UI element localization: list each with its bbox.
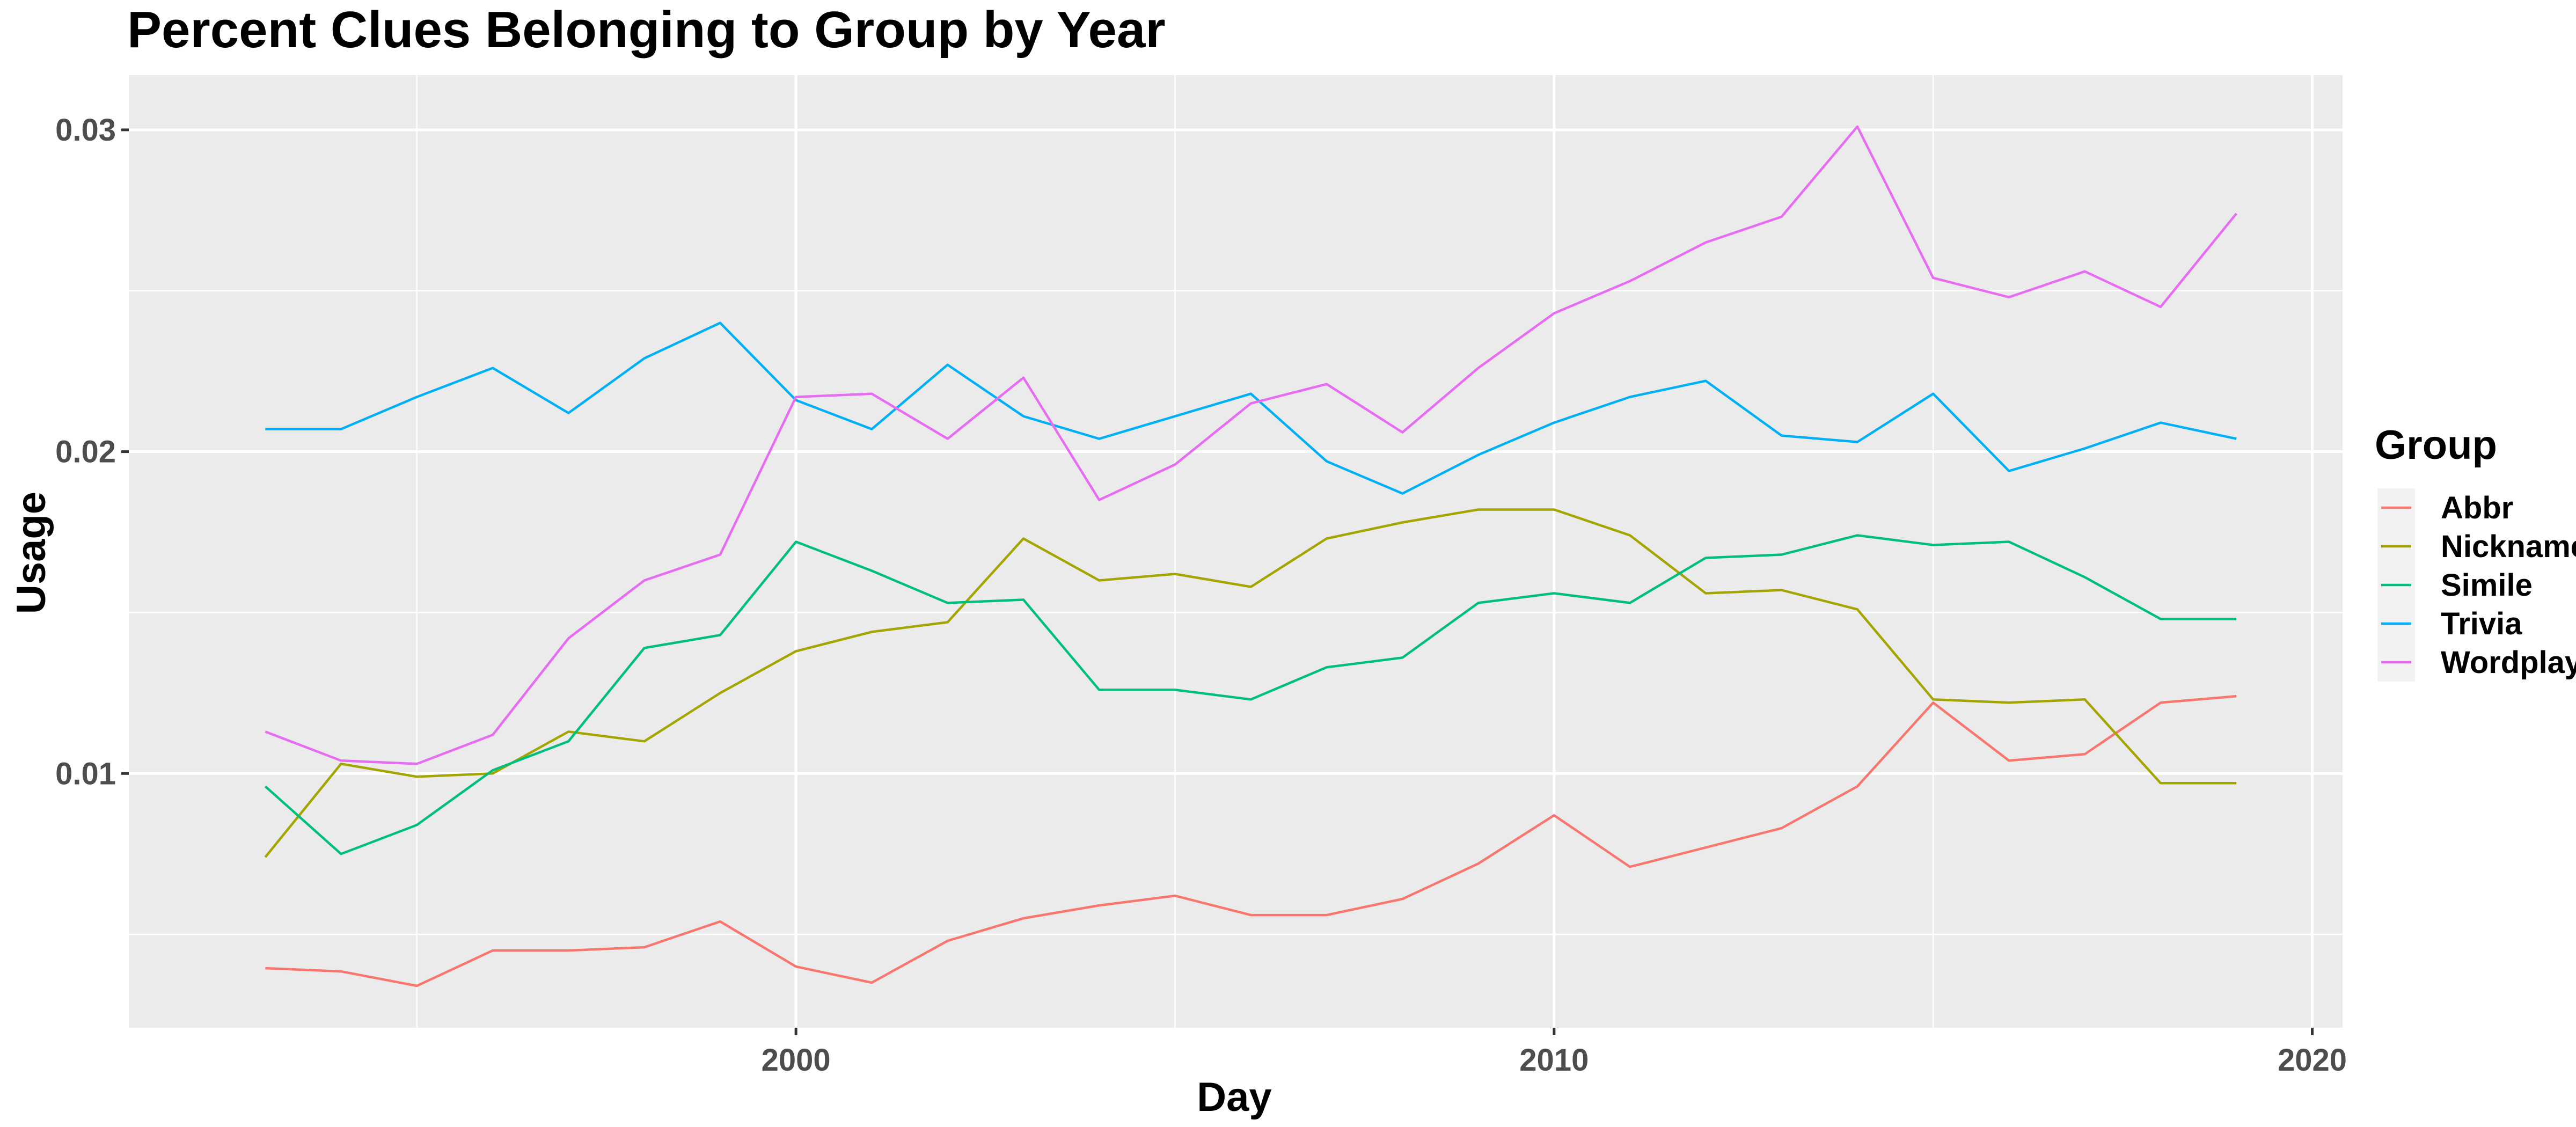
series-line-simile [264, 534, 2237, 855]
series-line-trivia [265, 321, 2237, 495]
x-axis-ticks: 2000 2010 2020 [762, 1028, 2347, 1078]
series-line-abbr [265, 695, 2237, 987]
series-line-wordplay [265, 125, 2237, 765]
chart-title: Percent Clues Belonging to Group by Year [127, 1, 1166, 58]
legend-label: Abbr [2441, 491, 2513, 525]
y-axis-title: Usage [9, 492, 54, 614]
y-tick-label: 0.03 [55, 113, 116, 148]
legend-label: Wordplay [2441, 645, 2576, 680]
y-tick-label: 0.02 [55, 435, 116, 470]
series-lines [264, 125, 2237, 987]
legend-item-trivia: Trivia [2377, 604, 2522, 643]
x-tick-label: 2020 [2278, 1043, 2347, 1078]
legend-label: Simile [2441, 568, 2533, 603]
legend-label: Nickname [2441, 529, 2576, 564]
legend-item-simile: Simile [2377, 566, 2533, 604]
y-tick-label: 0.01 [55, 756, 116, 791]
y-axis-ticks: 0.01 0.02 0.03 [55, 113, 129, 791]
major-gridlines [129, 75, 2343, 1028]
series-line-nickname [264, 508, 2237, 858]
legend-item-wordplay: Wordplay [2377, 643, 2576, 682]
x-tick-label: 2010 [1519, 1043, 1589, 1078]
x-axis-title: Day [1197, 1074, 1271, 1120]
plot-panel [129, 75, 2343, 1028]
minor-gridlines [129, 75, 2343, 1028]
legend-title: Group [2375, 422, 2497, 468]
x-tick-label: 2000 [762, 1043, 831, 1078]
legend-label: Trivia [2441, 606, 2522, 641]
legend-item-nickname: Nickname [2377, 527, 2576, 566]
legend-item-abbr: Abbr [2377, 488, 2513, 527]
